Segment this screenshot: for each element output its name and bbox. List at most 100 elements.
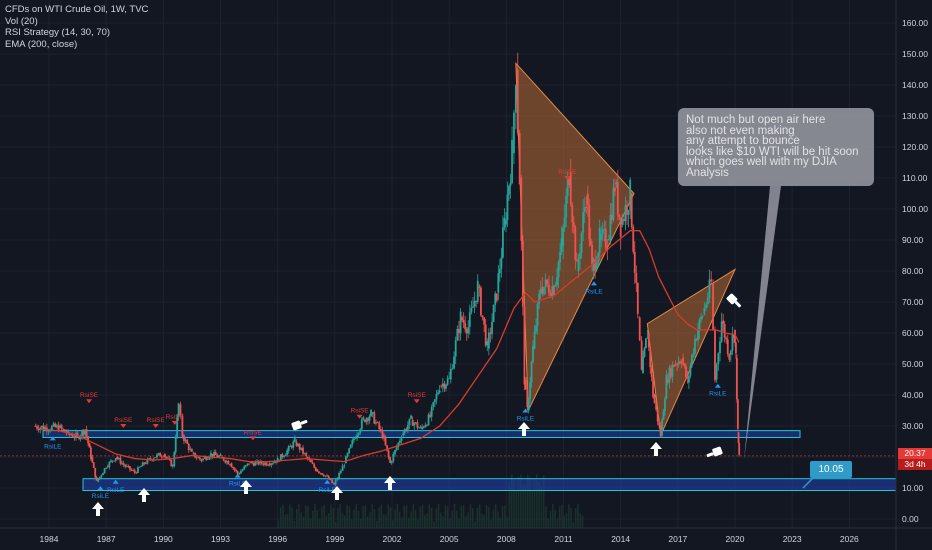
hand-finger: [706, 452, 714, 458]
candle-body: [589, 238, 592, 245]
candle-body: [419, 426, 422, 428]
price-axis[interactable]: 0.0010.0020.0030.0040.0050.0060.0070.008…: [895, 0, 928, 550]
candle-body: [108, 462, 111, 468]
hand-palm: [712, 446, 723, 457]
volume-bar: [545, 506, 547, 528]
candle-body: [348, 448, 351, 454]
candle-body: [116, 457, 119, 459]
candle-body: [236, 471, 239, 475]
candle-body: [703, 307, 706, 315]
candle-body: [487, 332, 490, 349]
candle-body: [636, 282, 639, 314]
candle-body: [343, 465, 346, 467]
up-arrow-shape: [331, 486, 343, 500]
rsi-signals: RsiLERsiLERsiLERsiLERsiLERsiLERsiLERsiLE…: [44, 169, 727, 500]
ema-indicator-label[interactable]: EMA (200, close): [5, 38, 78, 50]
candle-body: [734, 329, 736, 343]
candle-body: [583, 206, 586, 212]
candle-body: [535, 325, 537, 332]
candle-body: [208, 457, 211, 459]
candle-body: [92, 462, 95, 468]
candle-body: [135, 472, 138, 474]
candle-body: [532, 346, 534, 363]
volume-bar: [405, 505, 408, 528]
annotation-arrows: [92, 186, 814, 516]
volume-indicator-label[interactable]: Vol (20): [5, 15, 38, 27]
volume-bar: [419, 506, 421, 528]
candle-body: [34, 426, 37, 427]
candle-body: [438, 390, 441, 393]
candle-body: [137, 467, 139, 473]
candle-body: [284, 454, 287, 457]
support-zone-upper: [42, 430, 801, 438]
candle-body: [171, 465, 174, 467]
candle-body: [582, 211, 585, 233]
candle-body: [559, 252, 561, 262]
volume-bar: [453, 504, 456, 528]
candle-body: [316, 469, 319, 472]
candle-body: [293, 438, 296, 442]
target-price-callout[interactable]: 10.05: [810, 461, 852, 478]
volume-bar: [579, 513, 582, 528]
time-axis[interactable]: 1984 1987 1990 1993 1996 1999 2002 2005 2008 2011…: [0, 527, 932, 544]
rsi-strategy-label[interactable]: RSI Strategy (14, 30, 70): [5, 27, 111, 38]
candle-body: [272, 462, 274, 464]
candle-body: [357, 433, 360, 436]
candle-body: [254, 462, 257, 466]
candle-body: [513, 112, 515, 154]
price-tick-label: 10.00: [902, 483, 924, 493]
candle-body: [249, 462, 252, 464]
volume-bar: [382, 514, 385, 528]
candle-body: [159, 453, 162, 457]
rsi-long-label: RsiLE: [517, 416, 535, 423]
candle-body: [467, 327, 470, 334]
volume-bar: [305, 505, 307, 528]
volume-bar: [513, 479, 515, 528]
candle-body: [252, 463, 255, 466]
candle-body: [244, 465, 247, 467]
volume-bar: [426, 513, 428, 528]
candle-body: [351, 440, 354, 445]
candle-body: [473, 300, 476, 307]
annotation-pointer: [744, 186, 781, 460]
candle-body: [122, 463, 125, 465]
candle-body: [52, 423, 55, 427]
up-arrow-icon: [518, 422, 530, 436]
symbol-title[interactable]: CFDs on WTI Crude Oil, 1W, TVC: [5, 4, 149, 15]
candle-body: [305, 453, 308, 456]
volume-bar: [311, 510, 314, 528]
candle-body: [619, 217, 622, 237]
candle-body: [91, 457, 94, 463]
chart-legend: CFDs on WTI Crude Oil, 1W, TVC Vol (20) …: [5, 4, 148, 50]
candle-body: [560, 238, 563, 253]
candle-body: [85, 429, 88, 437]
candle-body: [618, 214, 621, 218]
candle-body: [364, 419, 366, 422]
candle-body: [649, 347, 652, 368]
candle-body: [381, 430, 384, 439]
candle-body: [603, 229, 606, 230]
annotation-callout[interactable]: Not much but open air here also not even…: [678, 108, 874, 186]
volume-bar: [565, 513, 568, 528]
candle-body: [445, 384, 447, 389]
volume-bar: [501, 505, 504, 528]
candle-body: [511, 139, 513, 183]
candle-body: [246, 463, 249, 466]
candle-body: [110, 460, 112, 463]
candle-body: [614, 187, 616, 192]
candle-body: [697, 330, 699, 341]
pointing-hand-icon: [726, 293, 742, 308]
candle-body: [326, 475, 328, 477]
candle-body: [346, 453, 349, 457]
candle-body: [111, 460, 114, 462]
volume-bar: [533, 478, 536, 528]
candle-body: [585, 206, 588, 208]
candle-body: [219, 454, 222, 456]
candle-body: [243, 466, 246, 470]
candle-body: [59, 425, 62, 428]
rsi-long-arrow: [234, 473, 241, 478]
candle-body: [392, 454, 395, 462]
candle-body: [621, 218, 624, 225]
volume-bar: [558, 506, 561, 528]
